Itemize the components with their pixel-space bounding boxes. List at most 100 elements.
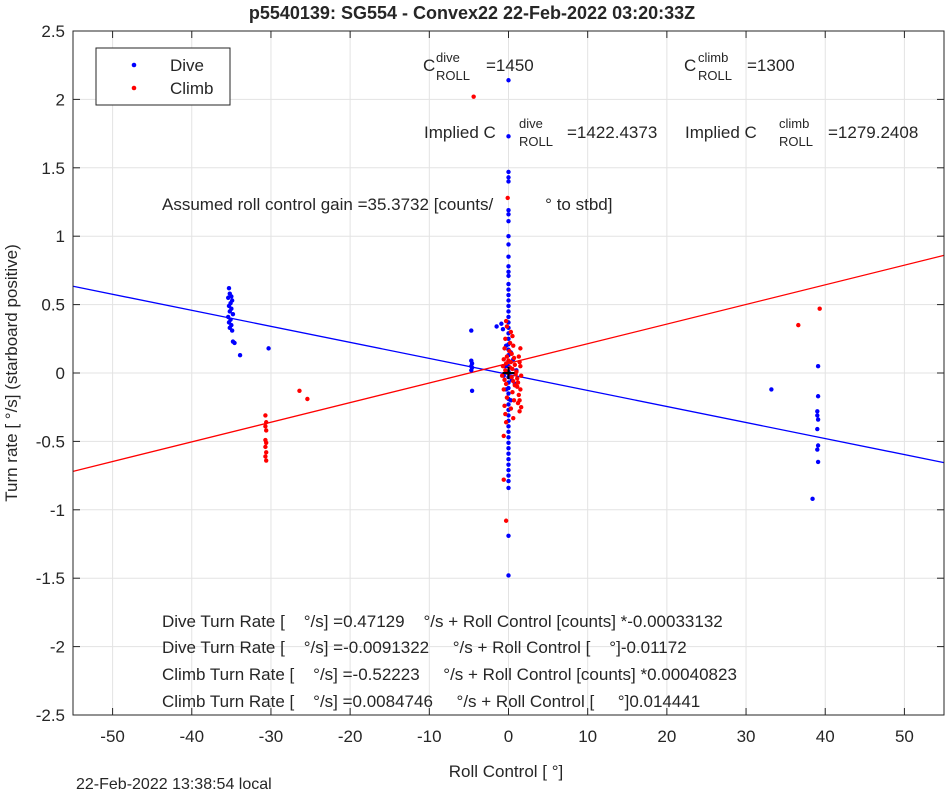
implied-c-roll-dive-annotation: Implied C dive ROLL =1422.4373 <box>424 116 657 149</box>
implied-climb-value: =1279.2408 <box>828 123 918 142</box>
implied-dive-sub: ROLL <box>519 134 553 149</box>
y-tick-label: 0.5 <box>41 296 65 315</box>
climb-point <box>305 396 310 402</box>
dive-point <box>469 388 475 393</box>
dive-point <box>226 285 232 291</box>
implied-climb-prefix: Implied C <box>685 123 757 142</box>
dive-point <box>506 169 511 175</box>
implied-dive-sup: dive <box>519 116 543 131</box>
climb-point <box>504 354 510 359</box>
dive-point <box>229 328 235 333</box>
dive-point <box>506 212 511 217</box>
dive-point <box>506 451 511 456</box>
climb-point <box>502 377 507 383</box>
climb-point <box>263 424 268 429</box>
climb-point <box>512 362 518 367</box>
dive-point <box>506 573 511 578</box>
climb-point <box>796 322 801 328</box>
climb-point <box>502 403 507 409</box>
x-tick-label: -50 <box>100 727 125 746</box>
dive-point <box>500 327 506 332</box>
c-roll-climb-annotation: C climb ROLL =1300 <box>684 50 795 83</box>
climb-point <box>518 373 524 378</box>
implied-climb-sub: ROLL <box>779 134 813 149</box>
x-tick-label: -30 <box>259 727 284 746</box>
climb-point <box>510 333 515 339</box>
climb-point <box>264 440 269 445</box>
legend-climb-marker <box>131 85 137 91</box>
legend-dive-marker <box>131 62 137 68</box>
climb-point <box>515 376 520 381</box>
climb-point <box>500 363 506 369</box>
dive-point <box>469 368 474 373</box>
climb-point <box>503 361 509 366</box>
x-tick-label: -20 <box>338 727 363 746</box>
dive-point <box>230 311 236 317</box>
dive-point <box>506 429 511 435</box>
dive-point <box>506 336 511 341</box>
dive-point <box>506 179 511 184</box>
origin-marker <box>502 367 515 379</box>
climb-point <box>510 366 515 372</box>
dive-point <box>506 254 511 259</box>
dive-point <box>506 478 511 484</box>
dive-point <box>815 459 821 465</box>
climb-point <box>508 406 514 411</box>
climb-point <box>515 384 520 389</box>
dive-point <box>815 409 820 414</box>
climb-point <box>501 357 506 362</box>
dive-point <box>815 447 820 452</box>
climb-fit-line <box>73 254 944 472</box>
implied-dive-value: =1422.4373 <box>567 123 657 142</box>
timestamp-label: 22-Feb-2022 13:38:54 local <box>76 776 272 792</box>
climb-point <box>513 372 518 377</box>
climb-point <box>508 359 514 365</box>
climb-point <box>511 343 516 348</box>
dive-point <box>506 424 511 429</box>
dive-point <box>815 413 820 418</box>
y-tick-label: -2 <box>50 638 65 657</box>
climb-point <box>503 336 508 341</box>
x-tick-label: 10 <box>578 727 597 746</box>
c-roll-dive-annotation: C dive ROLL =1450 <box>423 50 534 83</box>
climb-point <box>517 398 522 403</box>
dive-point <box>506 287 511 292</box>
climb-point <box>501 387 506 392</box>
climb-point <box>509 351 514 357</box>
climb-point <box>503 420 509 425</box>
x-tick-label: 30 <box>737 727 756 746</box>
climb-point <box>516 354 521 359</box>
climb-point <box>511 355 517 361</box>
climb-point <box>263 444 268 450</box>
climb-point <box>503 518 509 523</box>
climb-point <box>297 388 302 393</box>
x-tick-label: -10 <box>417 727 442 746</box>
dive-point <box>266 346 271 351</box>
dive-point <box>506 440 511 445</box>
dive-point <box>506 462 511 467</box>
climb-point <box>263 454 268 459</box>
climb-point <box>503 318 509 324</box>
y-tick-label: 1 <box>56 227 65 246</box>
y-tick-label: 0 <box>56 364 65 383</box>
dive-point <box>494 324 499 329</box>
c-roll-climb-value: =1300 <box>747 56 795 75</box>
climb-point <box>264 450 269 455</box>
legend: Dive Climb <box>95 47 231 106</box>
implied-c-roll-climb-annotation: Implied C climb ROLL =1279.2408 <box>685 116 918 149</box>
climb-point <box>518 405 524 410</box>
dive-point <box>506 467 511 473</box>
dive-point <box>506 264 511 269</box>
dive-point <box>227 309 232 314</box>
dive-point <box>506 456 511 462</box>
dive-point <box>506 208 511 213</box>
y-tick-label: 2 <box>56 90 65 109</box>
y-tick-label: -0.5 <box>36 432 65 451</box>
roll-gain-annotation: Assumed roll control gain =35.3732 [coun… <box>162 195 612 214</box>
dive-point <box>506 298 511 303</box>
climb-point <box>517 409 522 414</box>
climb-point <box>511 398 517 403</box>
dive-point <box>815 443 821 448</box>
climb-point <box>264 428 269 433</box>
